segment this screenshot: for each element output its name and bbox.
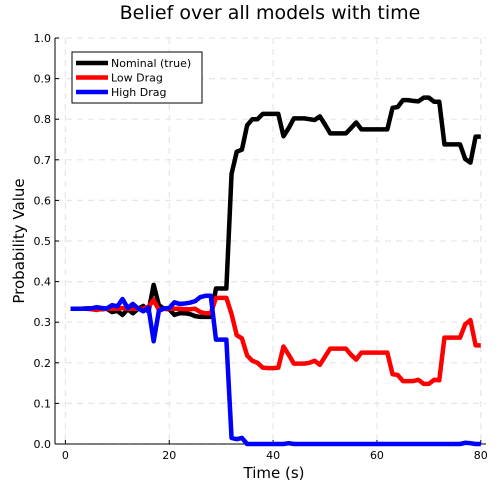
chart-title: Belief over all models with time (120, 2, 421, 24)
y-tick-label-8: 0.8 (34, 113, 52, 126)
tick-labels: 0 20 40 60 80 0.0 0.1 0.2 0.3 0.4 0.5 0.6 0.7 0.8 0.9 1… (34, 32, 488, 462)
series-line-0 (70, 95, 481, 320)
y-tick-label-10: 1.0 (34, 32, 52, 45)
y-axis-label: Probability Value (10, 178, 28, 303)
series-lines (70, 95, 481, 447)
x-tick-label-3: 60 (370, 449, 384, 462)
series-line-2 (70, 293, 481, 447)
y-tick-label-3: 0.3 (34, 316, 52, 329)
x-axis-label: Time (s) (243, 464, 305, 482)
x-tick-label-1: 20 (162, 449, 176, 462)
y-tick-label-1: 0.1 (34, 397, 52, 410)
legend-label-2: High Drag (111, 86, 167, 99)
x-tick-label-2: 40 (266, 449, 280, 462)
y-tick-label-2: 0.2 (34, 357, 52, 370)
y-tick-label-4: 0.4 (34, 276, 52, 289)
y-tick-label-9: 0.9 (34, 73, 52, 86)
y-tick-label-0: 0.0 (34, 438, 52, 451)
legend-label-0: Nominal (true) (111, 57, 191, 70)
x-tick-label-4: 80 (474, 449, 488, 462)
y-tick-label-5: 0.5 (34, 235, 52, 248)
series-line-1 (70, 295, 481, 387)
x-tick-label-0: 0 (62, 449, 69, 462)
y-tick-label-7: 0.7 (34, 154, 52, 167)
legend-label-1: Low Drag (111, 72, 163, 85)
y-tick-label-6: 0.6 (34, 194, 52, 207)
